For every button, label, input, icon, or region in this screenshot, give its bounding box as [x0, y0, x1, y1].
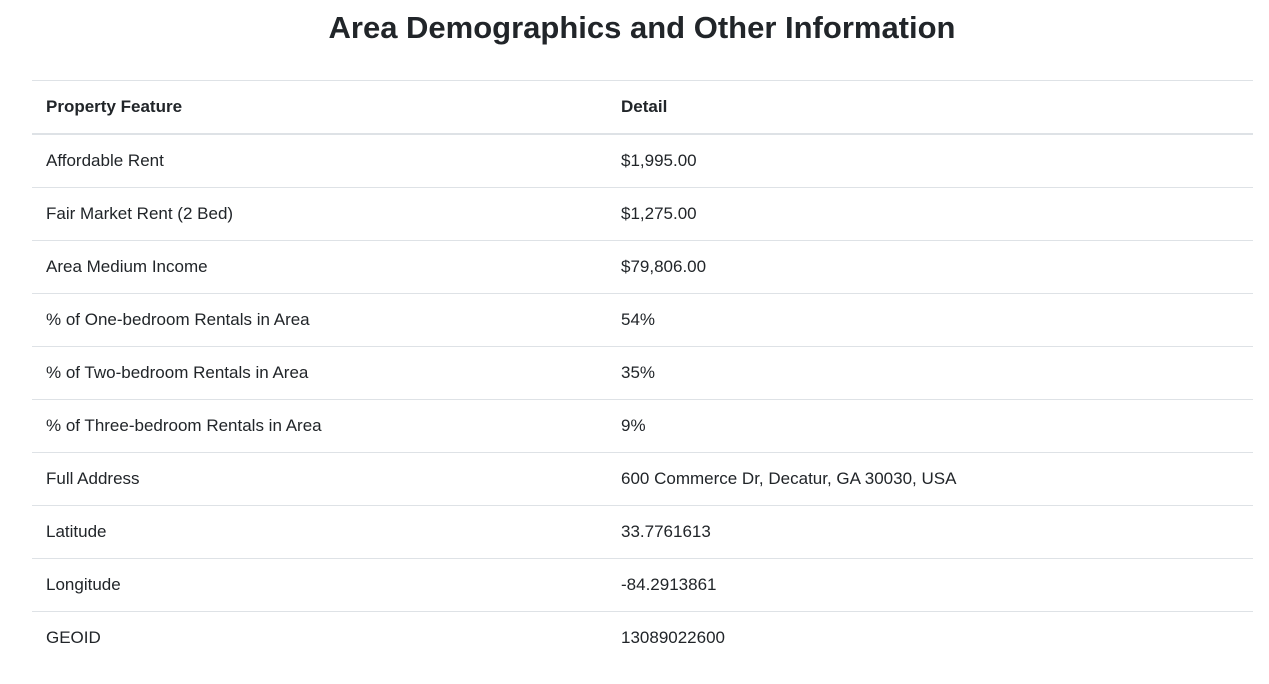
- header-property-feature: Property Feature: [32, 80, 607, 135]
- row-feature: Latitude: [32, 505, 607, 559]
- row-feature: Fair Market Rent (2 Bed): [32, 187, 607, 241]
- row-detail: 35%: [607, 346, 1253, 400]
- row-detail: 600 Commerce Dr, Decatur, GA 30030, USA: [607, 452, 1253, 506]
- table-row: % of Two-bedroom Rentals in Area 35%: [32, 346, 1253, 400]
- demographics-table: Property Feature Detail Affordable Rent …: [32, 80, 1253, 664]
- table-row: Full Address 600 Commerce Dr, Decatur, G…: [32, 452, 1253, 506]
- table-row: Latitude 33.7761613: [32, 505, 1253, 559]
- table-row: GEOID 13089022600: [32, 612, 1253, 665]
- table-row: Fair Market Rent (2 Bed) $1,275.00: [32, 187, 1253, 241]
- row-detail: 13089022600: [621, 628, 726, 647]
- row-feature: GEOID: [46, 628, 101, 647]
- row-feature: Area Medium Income: [32, 240, 607, 294]
- demographics-table-container: Property Feature Detail Affordable Rent …: [32, 80, 1253, 664]
- table-row: Affordable Rent $1,995.00: [32, 134, 1253, 188]
- table-row: % of Three-bedroom Rentals in Area 9%: [32, 399, 1253, 453]
- header-detail: Detail: [607, 80, 1253, 135]
- row-detail: 54%: [607, 293, 1253, 347]
- page-title: Area Demographics and Other Information: [328, 10, 956, 45]
- row-detail: $1,275.00: [607, 187, 1253, 241]
- row-detail: 9%: [607, 399, 1253, 453]
- row-feature: Longitude: [32, 558, 607, 612]
- row-feature: Affordable Rent: [32, 134, 607, 188]
- row-detail: $1,995.00: [607, 134, 1253, 188]
- table-row: % of One-bedroom Rentals in Area 54%: [32, 293, 1253, 347]
- header-row: Property Feature Detail: [32, 80, 1253, 135]
- table-row: Area Medium Income $79,806.00: [32, 240, 1253, 294]
- row-feature: % of Three-bedroom Rentals in Area: [32, 399, 607, 453]
- row-detail: $79,806.00: [607, 240, 1253, 294]
- row-feature: % of One-bedroom Rentals in Area: [32, 293, 607, 347]
- table-header: Property Feature Detail: [32, 80, 1253, 135]
- row-detail: 33.7761613: [607, 505, 1253, 559]
- row-feature: % of Two-bedroom Rentals in Area: [32, 346, 607, 400]
- table-row: Longitude -84.2913861: [32, 558, 1253, 612]
- row-feature: Full Address: [32, 452, 607, 506]
- row-detail: -84.2913861: [607, 558, 1253, 612]
- table-body: Affordable Rent $1,995.00 Fair Market Re…: [32, 134, 1253, 664]
